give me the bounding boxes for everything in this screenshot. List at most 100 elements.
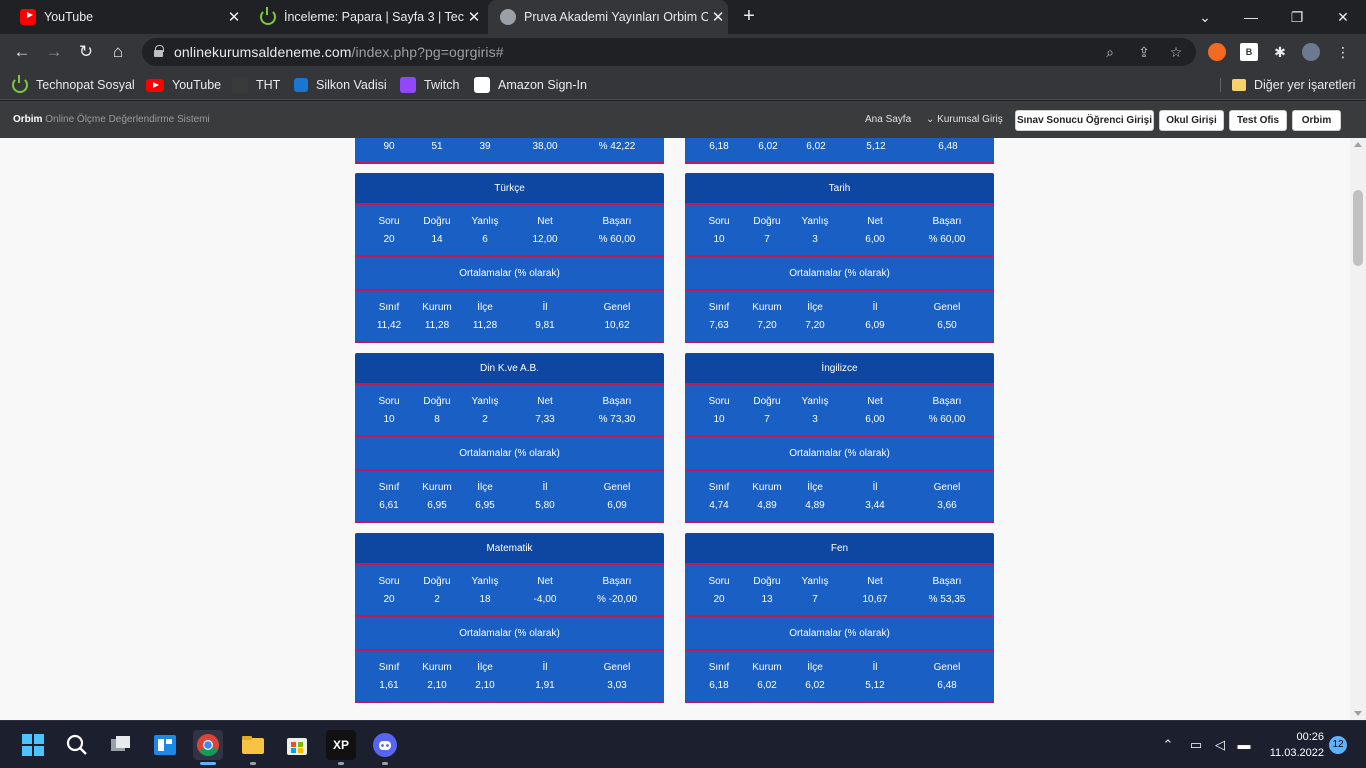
other-bookmarks[interactable]: Diğer yer işaretleri — [1232, 76, 1355, 94]
scroll-thumb[interactable] — [1353, 190, 1363, 266]
bookmark-amazon[interactable]: Amazon Sign-In — [474, 76, 587, 94]
globe-icon — [500, 9, 516, 25]
clock[interactable]: 00:26 11.03.2022 — [1262, 729, 1324, 761]
lock-icon[interactable] — [154, 45, 164, 57]
bookmark-twitch[interactable]: Twitch — [400, 76, 459, 94]
header-genel: Genel — [603, 482, 631, 493]
chevron-up-icon[interactable]: ⌃ — [1162, 737, 1174, 752]
menu-icon[interactable]: ⋮ — [1336, 44, 1350, 60]
new-tab-button[interactable]: + — [743, 5, 755, 27]
share-icon[interactable]: ⇪ — [1138, 44, 1150, 60]
bookmark-star-icon[interactable]: ☆ — [1169, 44, 1183, 60]
close-icon[interactable]: ✕ — [467, 9, 481, 26]
close-icon[interactable]: ✕ — [711, 9, 725, 26]
bookmark-tht[interactable]: THT — [232, 76, 280, 94]
close-icon[interactable]: ✕ — [227, 9, 241, 26]
power-icon — [12, 75, 28, 93]
avg-genel: 6,48 — [937, 680, 957, 691]
avg-sinif: 6,61 — [379, 500, 399, 511]
bookmarks-bar: Technopat Sosyal YouTube THT Silkon Vadi… — [0, 70, 1366, 100]
bookmark-technopat[interactable]: Technopat Sosyal — [12, 75, 135, 94]
header-soru: Soru — [378, 396, 400, 407]
header-il: İl — [872, 302, 878, 313]
value-net: 6,00 — [865, 414, 885, 425]
zoom-icon[interactable]: ⌕ — [1106, 44, 1114, 60]
avg-ilce: 6,95 — [475, 500, 495, 511]
address-bar[interactable]: onlinekurumsaldeneme.com/index.php?pg=og… — [142, 38, 1196, 66]
avg-sinif: 1,61 — [379, 680, 399, 691]
value-basari: % 60,00 — [928, 414, 966, 425]
tab-orbim[interactable]: Pruva Akademi Yayınları Orbim Online ✕ — [488, 0, 728, 34]
store-icon[interactable] — [282, 730, 312, 760]
tab-title: YouTube — [44, 10, 94, 24]
bookmark-silkon[interactable]: Silkon Vadisi — [294, 76, 387, 94]
value-net: 10,67 — [862, 594, 888, 605]
averages-row: Sınıf 11,42 Kurum 11,28 İlçe 11,28 İl 9,81 Genel… — [355, 291, 664, 343]
value-cell: 90 — [383, 141, 395, 152]
minimize-button[interactable]: — — [1244, 9, 1258, 25]
reload-icon[interactable]: ↻ — [78, 42, 94, 61]
bookmark-label: THT — [256, 78, 281, 92]
widgets-icon[interactable] — [150, 730, 180, 760]
header-il: İl — [872, 662, 878, 673]
averages-title: Ortalamalar (% olarak) — [685, 437, 994, 471]
notification-badge[interactable]: 12 — [1329, 736, 1347, 754]
header-ilce: İlçe — [807, 482, 823, 493]
header-net: Net — [537, 576, 553, 587]
averages-title: Ortalamalar (% olarak) — [685, 257, 994, 291]
profile-avatar[interactable] — [1302, 43, 1320, 61]
score-row: Soru 20 Doğru 14 Yanlış 6 Net 12,00 Başarı % 60,0… — [355, 205, 664, 257]
test-office-button[interactable]: Test Ofis — [1229, 110, 1287, 131]
file-explorer-icon[interactable] — [238, 730, 268, 760]
scroll-down-icon[interactable] — [1354, 711, 1362, 716]
bookmark-youtube[interactable]: YouTube — [146, 76, 221, 94]
card-gap — [355, 523, 664, 533]
tab-youtube[interactable]: YouTube ✕ — [8, 0, 244, 34]
header-kurum: Kurum — [422, 482, 452, 493]
nav-corporate-link[interactable]: ⌄ Kurumsal Giriş — [926, 114, 1003, 125]
restore-button[interactable]: ❐ — [1290, 8, 1304, 25]
home-icon[interactable]: ⌂ — [112, 42, 124, 61]
avg-ilce: 6,02 — [805, 680, 825, 691]
avg-kurum: 4,89 — [757, 500, 777, 511]
school-login-button[interactable]: Okul Girişi — [1159, 110, 1224, 131]
tab-title: Pruva Akademi Yayınları Orbim Online — [524, 10, 708, 24]
student-login-button[interactable]: Sınav Sonucu Öğrenci Girişi — [1015, 110, 1154, 131]
volume-icon[interactable]: ◁ — [1215, 737, 1225, 752]
header-dogru: Doğru — [423, 576, 451, 587]
subject-title: İngilizce — [685, 353, 994, 385]
url-text[interactable]: onlinekurumsaldeneme.com/index.php?pg=og… — [174, 44, 504, 60]
value-soru: 10 — [713, 234, 725, 245]
start-icon[interactable] — [18, 730, 48, 760]
tab-technopat[interactable]: İnceleme: Papara | Sayfa 3 | Technopat ✕ — [248, 0, 484, 34]
forward-icon[interactable]: → — [45, 42, 63, 61]
page-scrollbar[interactable] — [1350, 138, 1366, 720]
battery-icon[interactable]: ▬ — [1237, 737, 1251, 752]
search-icon[interactable] — [62, 730, 92, 760]
header-dogru: Doğru — [423, 216, 451, 227]
value-basari: % -20,00 — [596, 594, 638, 605]
task-view-icon[interactable] — [106, 730, 136, 760]
header-ilce: İlçe — [477, 302, 493, 313]
back-icon[interactable]: ← — [13, 42, 31, 61]
subject-title: Tarih — [685, 173, 994, 205]
scroll-up-icon[interactable] — [1354, 142, 1362, 147]
puzzle-icon[interactable]: ✱ — [1274, 44, 1286, 60]
value-yanlis: 2 — [482, 414, 488, 425]
card-gap — [685, 703, 994, 713]
value-net: 6,00 — [865, 234, 885, 245]
brand[interactable]: Orbim Online Ölçme Değerlendirme Sistemi — [13, 114, 210, 125]
chrome-icon[interactable] — [193, 730, 223, 760]
partial-values-row: 6,18 6,02 6,02 5,12 6,48 — [685, 138, 994, 164]
close-window-button[interactable]: ✕ — [1337, 8, 1349, 25]
nav-home-link[interactable]: Ana Sayfa — [865, 114, 912, 125]
orbim-button[interactable]: Orbim — [1292, 110, 1341, 131]
score-row: Soru 10 Doğru 7 Yanlış 3 Net 6,00 Başarı % 60,00 — [685, 205, 994, 257]
xp-app-icon[interactable]: XP — [326, 730, 356, 760]
network-icon[interactable]: ▭ — [1189, 737, 1203, 752]
avg-genel: 6,50 — [937, 320, 957, 331]
tab-search-icon[interactable]: ⌄ — [1199, 8, 1211, 25]
extension-icon[interactable] — [1208, 43, 1226, 61]
discord-icon[interactable] — [370, 730, 400, 760]
extension-b-icon[interactable]: B — [1240, 43, 1258, 61]
